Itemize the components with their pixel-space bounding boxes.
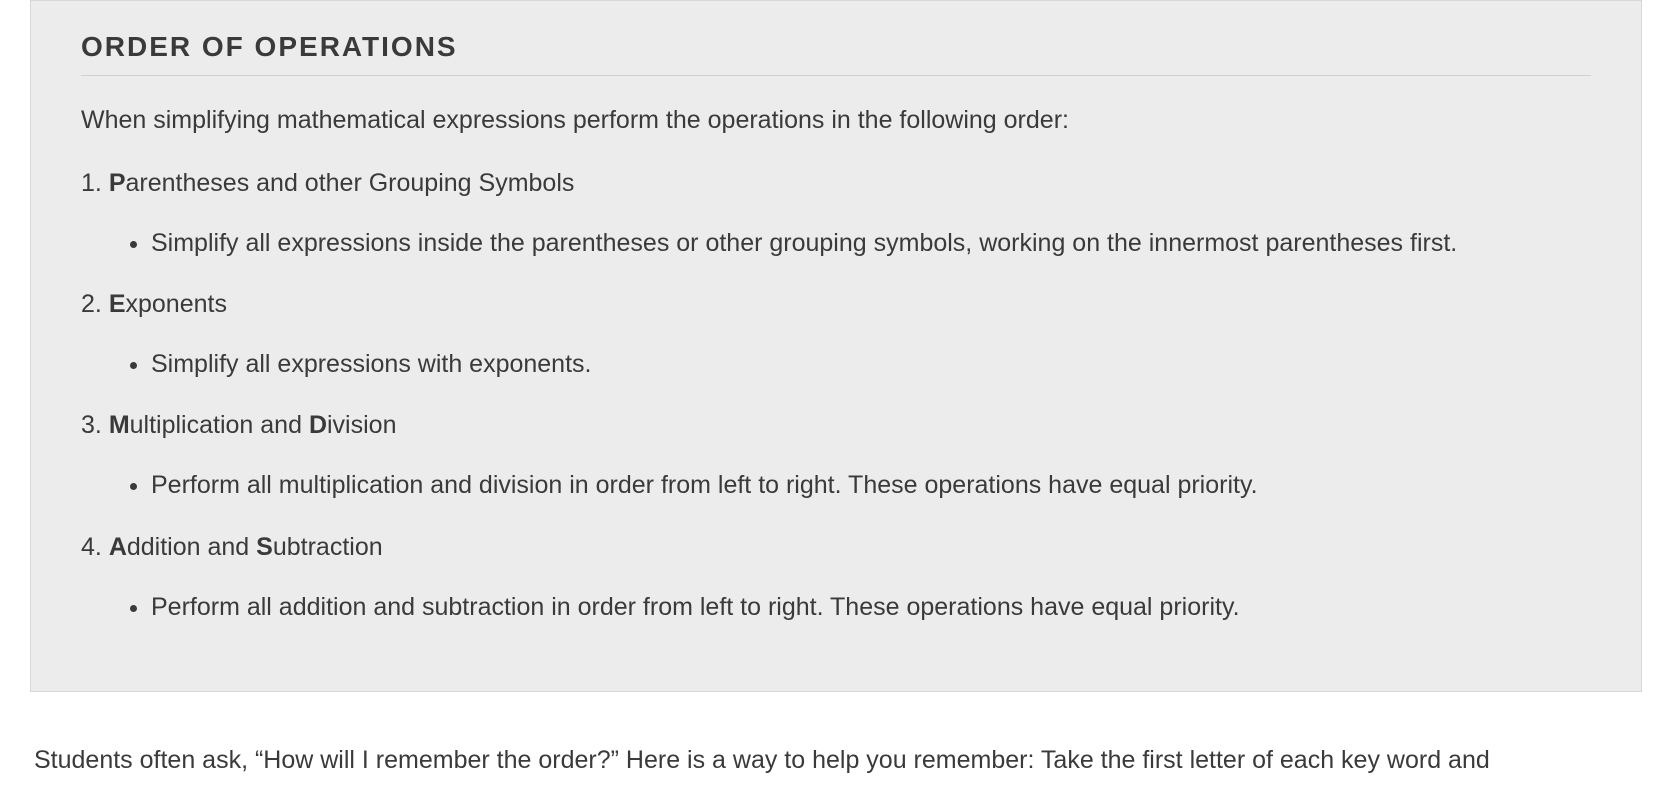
step-bullet-item: Perform all addition and subtraction in … <box>151 589 1591 625</box>
step-bold-letter: S <box>256 533 273 561</box>
steps-list: Parentheses and other Grouping Symbols S… <box>81 166 1591 625</box>
step-title: Exponents <box>109 290 227 318</box>
step-bold-letter: M <box>109 411 130 439</box>
step-bold-letter: A <box>109 533 127 561</box>
page-root: ORDER OF OPERATIONS When simplifying mat… <box>0 0 1672 778</box>
step-bullets: Perform all multiplication and division … <box>81 467 1591 503</box>
step-bullet-item: Simplify all expressions with exponents. <box>151 346 1591 382</box>
step-bold-letter: E <box>109 290 126 318</box>
step-title: Multiplication and Division <box>109 411 397 439</box>
step-rest: xponents <box>126 290 227 318</box>
body-paragraph: Students often ask, “How will I remember… <box>30 742 1642 778</box>
step-bullets: Simplify all expressions inside the pare… <box>81 225 1591 261</box>
step-title: Parentheses and other Grouping Symbols <box>109 169 575 197</box>
step-rest: ivision <box>327 411 396 439</box>
step-item: Exponents Simplify all expressions with … <box>81 287 1591 382</box>
step-rest: ddition and <box>127 533 256 561</box>
step-bold-letter: D <box>309 411 327 439</box>
step-bullet-item: Perform all multiplication and division … <box>151 467 1591 503</box>
callout-box: ORDER OF OPERATIONS When simplifying mat… <box>30 0 1642 692</box>
step-bullets: Simplify all expressions with exponents. <box>81 346 1591 382</box>
step-item: Addition and Subtraction Perform all add… <box>81 530 1591 625</box>
step-item: Multiplication and Division Perform all … <box>81 408 1591 503</box>
step-title: Addition and Subtraction <box>109 533 383 561</box>
step-rest: ubtraction <box>273 533 383 561</box>
step-rest: ultiplication and <box>130 411 309 439</box>
step-bold-letter: P <box>109 169 126 197</box>
callout-divider <box>81 75 1591 76</box>
step-bullets: Perform all addition and subtraction in … <box>81 589 1591 625</box>
step-rest: arentheses and other Grouping Symbols <box>126 169 575 197</box>
callout-intro: When simplifying mathematical expression… <box>81 104 1591 138</box>
step-bullet-item: Simplify all expressions inside the pare… <box>151 225 1591 261</box>
step-item: Parentheses and other Grouping Symbols S… <box>81 166 1591 261</box>
callout-title: ORDER OF OPERATIONS <box>81 31 1591 63</box>
